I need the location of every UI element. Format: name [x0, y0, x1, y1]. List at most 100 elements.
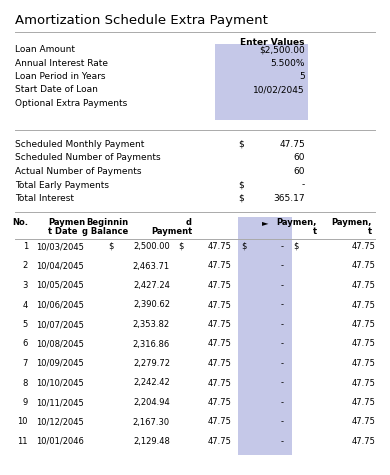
- Text: 2,204.94: 2,204.94: [133, 398, 170, 407]
- Bar: [238, 416, 292, 435]
- Bar: [238, 377, 292, 396]
- Text: 47.75: 47.75: [351, 340, 375, 349]
- Text: -: -: [281, 379, 284, 388]
- Text: 2,279.72: 2,279.72: [133, 359, 170, 368]
- Bar: [215, 44, 308, 120]
- Text: -: -: [281, 281, 284, 290]
- Text: $: $: [238, 180, 244, 190]
- Text: Paymen,: Paymen,: [332, 218, 372, 227]
- Text: $: $: [293, 242, 298, 251]
- Text: Paymen,: Paymen,: [277, 218, 317, 227]
- Text: 47.75: 47.75: [351, 301, 375, 310]
- Text: 1: 1: [23, 242, 28, 251]
- Text: 10/12/2045: 10/12/2045: [36, 418, 84, 427]
- Text: 47.75: 47.75: [208, 320, 232, 329]
- Text: Loan Period in Years: Loan Period in Years: [15, 72, 106, 81]
- Text: ►: ►: [262, 218, 268, 227]
- Text: Loan Amount: Loan Amount: [15, 45, 75, 54]
- Text: -: -: [302, 180, 305, 190]
- Text: 10/07/2045: 10/07/2045: [36, 320, 84, 329]
- Text: 47.75: 47.75: [208, 359, 232, 368]
- Text: 60: 60: [294, 167, 305, 176]
- Bar: [238, 298, 292, 318]
- Text: 2,390.62: 2,390.62: [133, 301, 170, 310]
- Text: 47.75: 47.75: [208, 340, 232, 349]
- Text: -: -: [281, 242, 284, 251]
- Text: 47.75: 47.75: [351, 242, 375, 251]
- Text: $: $: [178, 242, 183, 251]
- Text: t: t: [313, 227, 317, 236]
- Text: 5: 5: [299, 72, 305, 81]
- Text: -: -: [281, 262, 284, 270]
- Text: 47.75: 47.75: [351, 320, 375, 329]
- Text: Start Date of Loan: Start Date of Loan: [15, 86, 98, 95]
- Text: 11: 11: [18, 437, 28, 446]
- Text: 10/08/2045: 10/08/2045: [36, 340, 84, 349]
- Text: $: $: [241, 242, 246, 251]
- Text: -: -: [281, 320, 284, 329]
- Text: Beginnin: Beginnin: [86, 218, 128, 227]
- Text: 10/06/2045: 10/06/2045: [36, 301, 84, 310]
- Text: Scheduled Number of Payments: Scheduled Number of Payments: [15, 153, 161, 162]
- Text: 47.75: 47.75: [351, 262, 375, 270]
- Bar: [238, 259, 292, 279]
- Text: $: $: [108, 242, 113, 251]
- Bar: [238, 217, 292, 247]
- Text: 7: 7: [23, 359, 28, 368]
- Bar: [238, 357, 292, 377]
- Text: 60: 60: [294, 153, 305, 162]
- Text: 47.75: 47.75: [208, 262, 232, 270]
- Text: -: -: [281, 437, 284, 446]
- Text: d: d: [186, 218, 192, 227]
- Text: 47.75: 47.75: [351, 418, 375, 427]
- Text: $: $: [238, 194, 244, 203]
- Text: Annual Interest Rate: Annual Interest Rate: [15, 58, 108, 67]
- Text: g Balance: g Balance: [82, 227, 128, 236]
- Text: 10: 10: [18, 418, 28, 427]
- Text: No.: No.: [12, 218, 28, 227]
- Text: Payment: Payment: [151, 227, 192, 236]
- Text: 10/03/2045: 10/03/2045: [36, 242, 84, 251]
- Text: Optional Extra Payments: Optional Extra Payments: [15, 99, 127, 108]
- Text: 2,129.48: 2,129.48: [133, 437, 170, 446]
- Text: 10/02/2045: 10/02/2045: [254, 86, 305, 95]
- Text: 4: 4: [23, 301, 28, 310]
- Text: Total Early Payments: Total Early Payments: [15, 180, 109, 190]
- Text: -: -: [281, 418, 284, 427]
- Text: -: -: [281, 340, 284, 349]
- Text: Total Interest: Total Interest: [15, 194, 74, 203]
- Text: t Date: t Date: [48, 227, 78, 236]
- Text: 47.75: 47.75: [351, 398, 375, 407]
- Text: Amortization Schedule Extra Payment: Amortization Schedule Extra Payment: [15, 14, 268, 27]
- Text: Enter Values: Enter Values: [241, 38, 305, 47]
- Text: 8: 8: [23, 379, 28, 388]
- Text: 2,463.71: 2,463.71: [133, 262, 170, 270]
- Text: 47.75: 47.75: [208, 437, 232, 446]
- Text: 10/10/2045: 10/10/2045: [36, 379, 84, 388]
- Text: Paymen: Paymen: [48, 218, 85, 227]
- Text: 47.75: 47.75: [351, 359, 375, 368]
- Text: 47.75: 47.75: [279, 140, 305, 149]
- Text: t: t: [368, 227, 372, 236]
- Text: 5.500%: 5.500%: [271, 58, 305, 67]
- Text: 47.75: 47.75: [208, 281, 232, 290]
- Text: 47.75: 47.75: [208, 418, 232, 427]
- Text: $: $: [238, 140, 244, 149]
- Text: 47.75: 47.75: [351, 379, 375, 388]
- Bar: [238, 279, 292, 298]
- Bar: [238, 435, 292, 455]
- Text: 9: 9: [23, 398, 28, 407]
- Text: 365.17: 365.17: [273, 194, 305, 203]
- Text: Actual Number of Payments: Actual Number of Payments: [15, 167, 142, 176]
- Text: 2,427.24: 2,427.24: [133, 281, 170, 290]
- Text: 10/11/2045: 10/11/2045: [36, 398, 84, 407]
- Text: 47.75: 47.75: [351, 281, 375, 290]
- Text: $2,500.00: $2,500.00: [259, 45, 305, 54]
- Text: 47.75: 47.75: [208, 301, 232, 310]
- Text: 2,500.00: 2,500.00: [133, 242, 170, 251]
- Text: 3: 3: [23, 281, 28, 290]
- Text: 47.75: 47.75: [351, 437, 375, 446]
- Text: 2,353.82: 2,353.82: [133, 320, 170, 329]
- Text: 47.75: 47.75: [208, 379, 232, 388]
- Text: -: -: [281, 301, 284, 310]
